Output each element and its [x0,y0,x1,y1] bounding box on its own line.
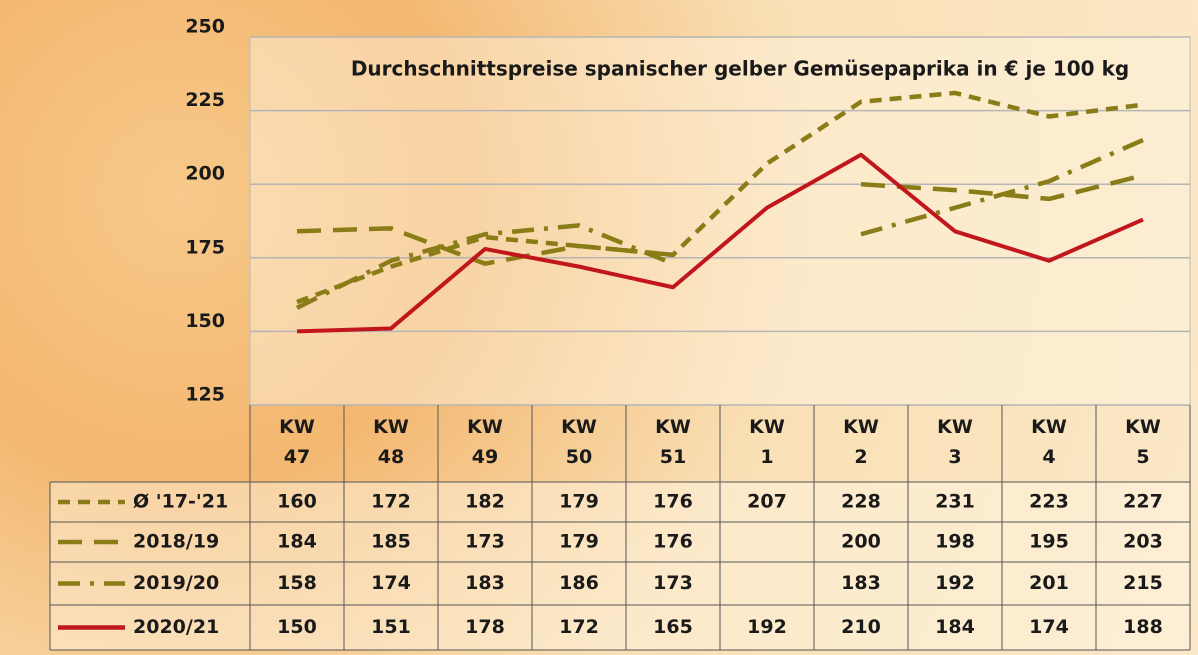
legend-label: 2018/19 [133,531,219,553]
value-label: 186 [559,572,599,594]
x-tick-label: KW 49 [467,416,503,468]
x-tick-label: KW 48 [373,416,409,468]
value-label: 184 [935,616,975,638]
value-label: 160 [277,491,317,513]
series-line [295,137,1144,310]
y-tick-label: 250 [185,16,225,38]
x-tick-label: KW 50 [561,416,597,468]
value-label: 176 [653,491,693,513]
y-tick-label: 200 [185,163,225,185]
value-label: 188 [1123,616,1163,638]
value-label: 165 [653,616,693,638]
x-tick-label: KW 51 [655,416,691,468]
value-label: 150 [277,616,317,638]
y-tick-label: 125 [185,384,225,406]
plot-area [249,36,1191,406]
series-line [296,173,1144,266]
value-label: 173 [465,531,505,553]
value-label: 184 [277,531,317,553]
value-label: 172 [371,491,411,513]
series-line [296,90,1144,305]
value-label: 173 [653,572,693,594]
y-tick-label: 150 [185,310,225,332]
legend-label: 2019/20 [133,572,219,594]
value-label: 210 [841,616,881,638]
value-label: 227 [1123,491,1163,513]
y-tick-label: 175 [185,236,225,258]
x-tick-label: KW 2 [843,416,879,468]
value-label: 182 [465,491,505,513]
value-label: 192 [747,616,787,638]
value-label: 174 [371,572,411,594]
value-label: 151 [371,616,411,638]
x-tick-label: KW 5 [1125,416,1161,468]
value-label: 179 [559,531,599,553]
value-label: 215 [1123,572,1163,594]
value-label: 183 [841,572,881,594]
value-label: 207 [747,491,787,513]
series-line [296,152,1144,334]
value-label: 185 [371,531,411,553]
value-label: 231 [935,491,975,513]
x-tick-label: KW 3 [937,416,973,468]
value-label: 172 [559,616,599,638]
value-label: 195 [1029,531,1069,553]
x-tick-label: KW 1 [749,416,785,468]
value-label: 200 [841,531,881,553]
chart-title: Durchschnittspreise spanischer gelber Ge… [351,57,1129,81]
value-label: 223 [1029,491,1069,513]
value-label: 158 [277,572,317,594]
x-tick-label: KW 4 [1031,416,1067,468]
legend-label: Ø '17-'21 [133,491,228,513]
value-label: 179 [559,491,599,513]
value-label: 176 [653,531,693,553]
value-label: 174 [1029,616,1069,638]
y-tick-label: 225 [185,89,225,111]
value-label: 183 [465,572,505,594]
value-label: 201 [1029,572,1069,594]
table-area [50,482,1190,650]
value-label: 178 [465,616,505,638]
value-label: 228 [841,491,881,513]
value-label: 198 [935,531,975,553]
x-tick-label: KW 47 [279,416,315,468]
value-label: 203 [1123,531,1163,553]
value-label: 192 [935,572,975,594]
legend-label: 2020/21 [133,616,219,638]
